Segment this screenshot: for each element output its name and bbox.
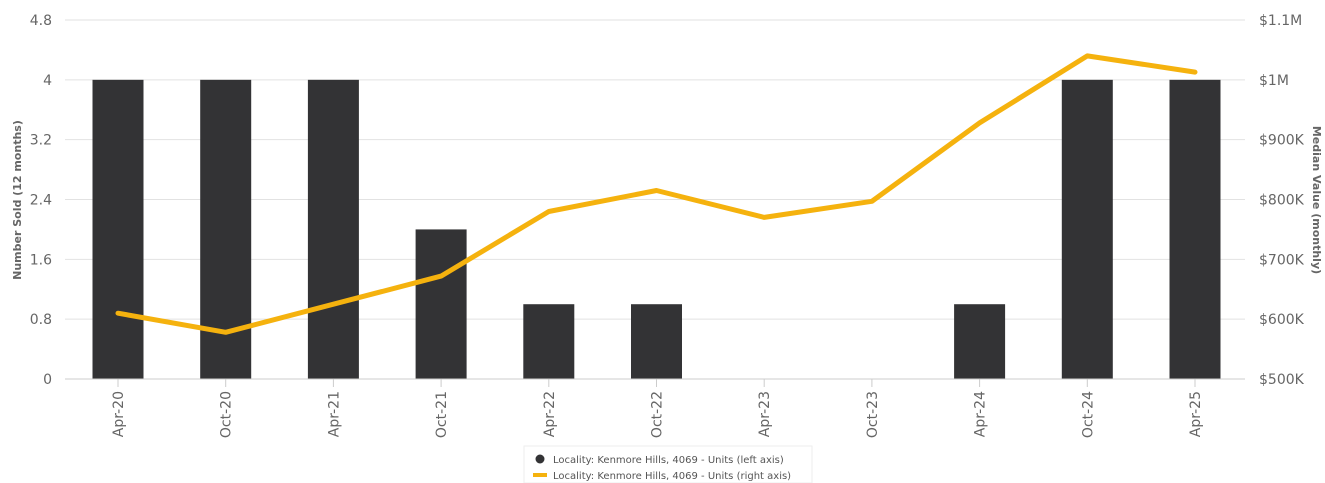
right-tick-label: $1.1M [1259, 13, 1302, 29]
x-tick-label: Apr-20 [111, 391, 127, 437]
bar-series [92, 79, 1221, 379]
left-tick-label: 0 [43, 372, 52, 388]
right-tick-label: $800K [1259, 193, 1305, 209]
right-tick-label: $900K [1259, 133, 1305, 149]
left-axis-ticks: 0 0.8 1.6 2.4 3.2 4 4.8 [30, 13, 52, 388]
bar-Apr-21[interactable] [307, 79, 359, 379]
bar-Apr-25[interactable] [1169, 79, 1221, 379]
x-tick-label: Apr-23 [757, 391, 773, 437]
right-axis-ticks: $500K $600K $700K $800K $900K $1M $1.1M [1259, 13, 1305, 388]
right-tick-label: $700K [1259, 252, 1305, 268]
legend-item-bar[interactable]: Locality: Kenmore Hills, 4069 - Units (l… [535, 454, 784, 467]
right-tick-label: $1M [1259, 73, 1289, 89]
bar-Apr-20[interactable] [92, 79, 144, 379]
legend-box [523, 445, 813, 483]
x-axis [65, 378, 1245, 387]
legend-bar-label: Locality: Kenmore Hills, 4069 - Units (l… [553, 455, 784, 466]
x-tick-label: Oct-24 [1080, 391, 1096, 438]
bar-Oct-24[interactable] [1061, 79, 1113, 379]
left-tick-label: 4 [43, 73, 52, 89]
right-axis-title: Median Value (monthly) [1310, 126, 1323, 274]
left-tick-label: 4.8 [30, 13, 52, 29]
bar-Oct-21[interactable] [415, 229, 467, 379]
grid-lines [65, 19, 1245, 320]
x-tick-label: Apr-25 [1188, 391, 1204, 437]
right-tick-label: $500K [1259, 372, 1305, 388]
x-tick-label: Apr-22 [542, 391, 558, 437]
legend[interactable]: Locality: Kenmore Hills, 4069 - Units (l… [523, 445, 813, 483]
right-tick-label: $600K [1259, 312, 1305, 328]
median-value-line[interactable] [115, 53, 1198, 335]
x-axis-ticks: Apr-20 Oct-20 Apr-21 Oct-21 Apr-22 Oct-22 Apr-… [111, 391, 1204, 438]
x-tick-label: Oct-20 [219, 391, 235, 438]
legend-bar-marker-icon [535, 454, 545, 464]
bar-Oct-22[interactable] [631, 304, 682, 379]
left-tick-label: 1.6 [30, 252, 52, 268]
legend-item-line[interactable]: Locality: Kenmore Hills, 4069 - Units (r… [533, 471, 791, 482]
left-axis-title: Number Sold (12 months) [11, 120, 24, 280]
x-tick-label: Oct-23 [865, 391, 881, 438]
left-tick-label: 0.8 [30, 312, 52, 328]
x-tick-label: Oct-22 [650, 391, 666, 438]
legend-line-label: Locality: Kenmore Hills, 4069 - Units (r… [553, 471, 791, 482]
line-series [115, 53, 1198, 335]
x-tick-label: Apr-24 [973, 391, 989, 437]
left-tick-label: 2.4 [30, 193, 52, 209]
bar-Apr-22[interactable] [523, 304, 575, 379]
left-tick-label: 3.2 [30, 133, 52, 149]
x-tick-label: Oct-21 [434, 391, 450, 438]
bar-Apr-24[interactable] [954, 304, 1006, 379]
x-tick-label: Apr-21 [326, 391, 342, 437]
